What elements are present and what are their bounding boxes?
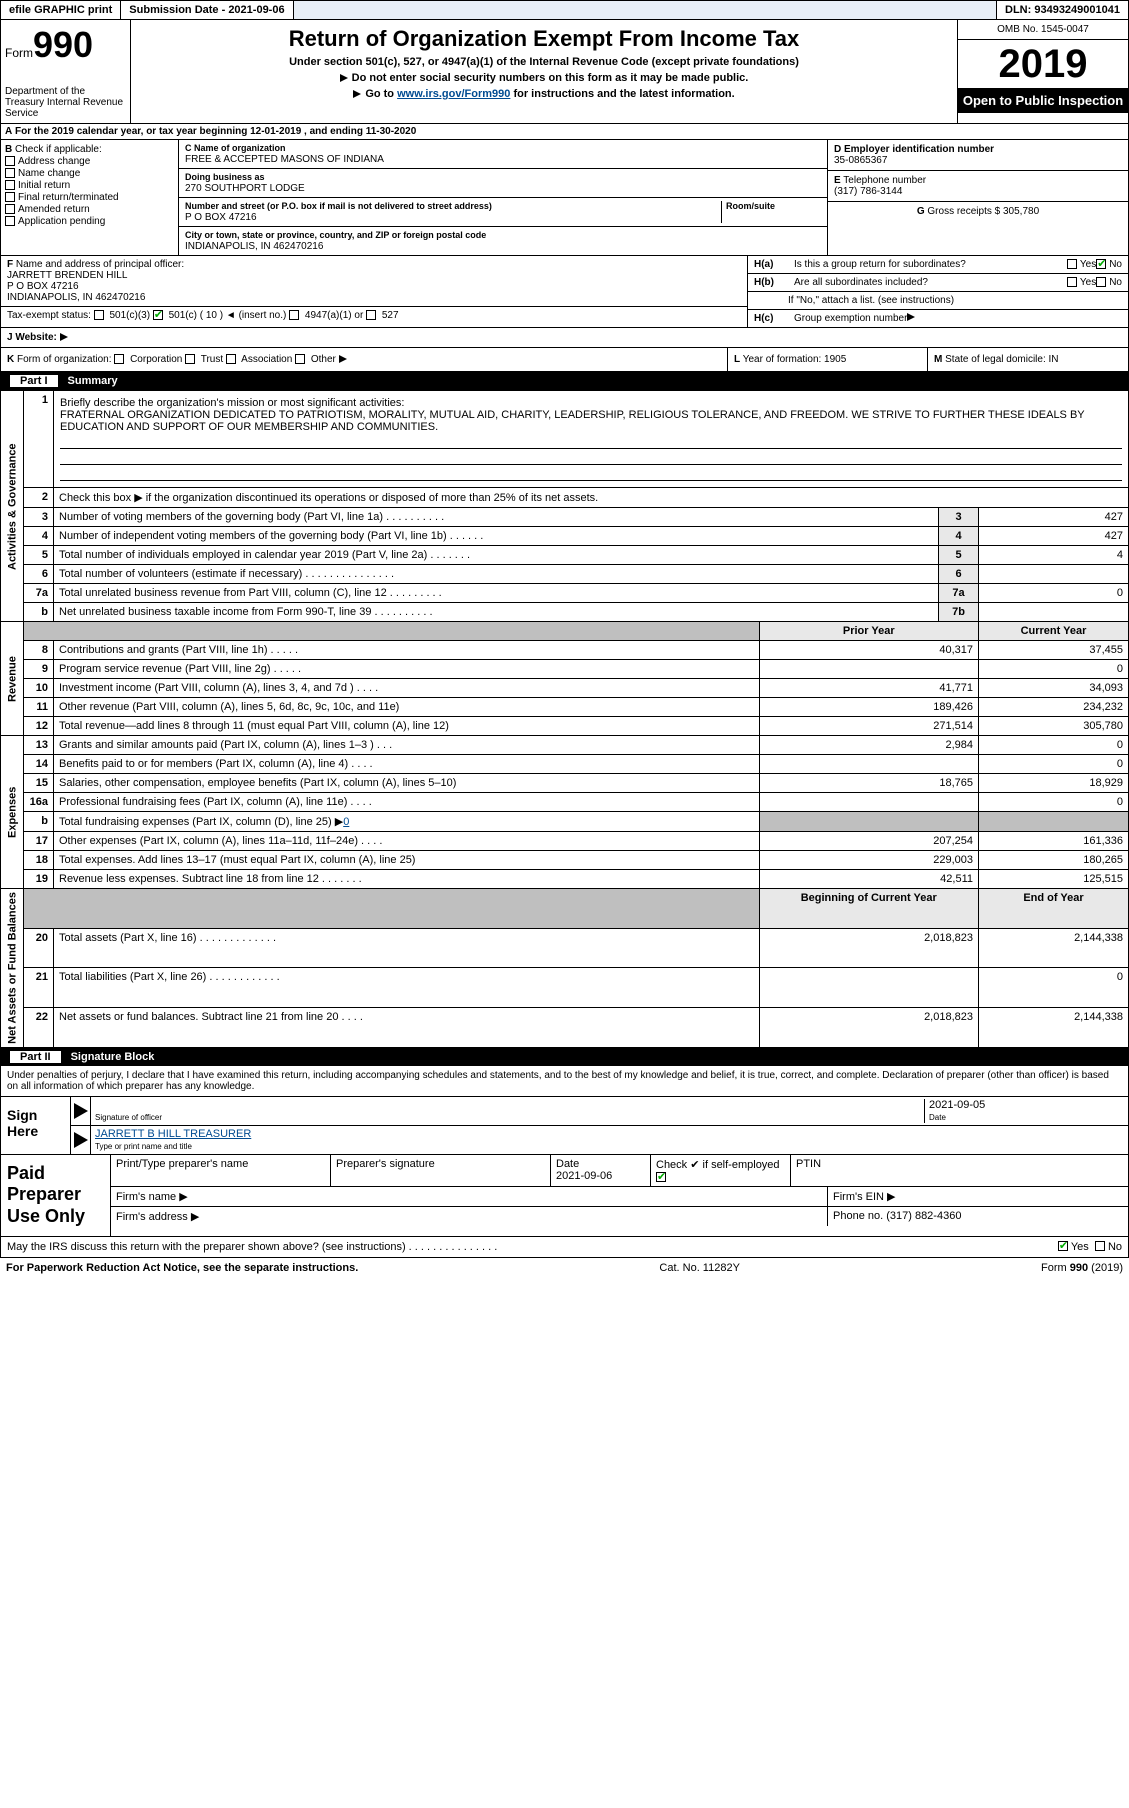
checkbox-application-pending[interactable] — [5, 216, 15, 226]
arrow-icon — [907, 313, 915, 321]
arrow-icon — [353, 90, 361, 98]
period-row: A For the 2019 calendar year, or tax yea… — [0, 124, 1129, 140]
summary-table: Activities & Governance 1 Briefly descri… — [0, 390, 1129, 1048]
arrow-icon — [340, 74, 348, 82]
year-formation: Year of formation: 1905 — [743, 354, 847, 365]
entity-block: B Check if applicable: Address change Na… — [0, 140, 1129, 256]
dln: DLN: 93493249001041 — [997, 1, 1128, 19]
state-domicile: State of legal domicile: IN — [945, 354, 1058, 365]
side-expenses: Expenses — [1, 736, 24, 889]
arrow-icon — [74, 1103, 88, 1119]
signature-block: Sign Here Signature of officer 2021-09-0… — [0, 1097, 1129, 1155]
header-left: Form 990 Department of the Treasury Inte… — [1, 20, 131, 123]
checkbox-assoc[interactable] — [226, 354, 236, 364]
checkbox-527[interactable] — [366, 310, 376, 320]
form-of-org-row: K Form of organization: Corporation Trus… — [0, 348, 1129, 372]
paid-preparer-label: Paid Preparer Use Only — [1, 1155, 111, 1236]
section-c-name: C Name of organization FREE & ACCEPTED M… — [179, 140, 828, 255]
checkbox-ha-yes[interactable] — [1067, 259, 1077, 269]
section-d-ein: D Employer identification number 35-0865… — [828, 140, 1128, 255]
checkbox-amended-return[interactable] — [5, 204, 15, 214]
instr-2-pre: Go to — [365, 88, 397, 100]
discuss-row: May the IRS discuss this return with the… — [0, 1237, 1129, 1258]
city-state-zip: INDIANAPOLIS, IN 462470216 — [185, 241, 323, 252]
preparer-block: Paid Preparer Use Only Print/Type prepar… — [0, 1155, 1129, 1237]
ein: 35-0865367 — [834, 155, 887, 166]
tax-year: 2019 — [958, 40, 1128, 89]
form-subtitle: Under section 501(c), 527, or 4947(a)(1)… — [137, 56, 951, 68]
checkbox-trust[interactable] — [185, 354, 195, 364]
checkbox-501c3[interactable] — [94, 310, 104, 320]
checkbox-discuss-no[interactable] — [1095, 1241, 1105, 1251]
declaration-text: Under penalties of perjury, I declare th… — [0, 1066, 1129, 1097]
sig-date: 2021-09-05 — [929, 1099, 985, 1111]
instr-1: Do not enter social security numbers on … — [352, 72, 749, 84]
form-header: Form 990 Department of the Treasury Inte… — [0, 20, 1129, 124]
public-inspection: Open to Public Inspection — [958, 89, 1128, 113]
checkbox-name-change[interactable] — [5, 168, 15, 178]
address: P O BOX 47216 — [185, 212, 257, 223]
omb-number: OMB No. 1545-0047 — [958, 20, 1128, 40]
header-title-block: Return of Organization Exempt From Incom… — [131, 20, 958, 123]
form-label: Form — [5, 46, 33, 60]
arrow-icon — [74, 1132, 88, 1148]
checkbox-hb-yes[interactable] — [1067, 277, 1077, 287]
checkbox-4947[interactable] — [289, 310, 299, 320]
fundraising-link[interactable]: 0 — [343, 816, 349, 828]
line3-value: 427 — [979, 508, 1129, 527]
part1-header: Part ISummary — [0, 372, 1129, 390]
efile-label[interactable]: efile GRAPHIC print — [1, 1, 121, 19]
dept-treasury: Department of the Treasury Internal Reve… — [5, 86, 126, 119]
checkbox-hb-no[interactable] — [1096, 277, 1106, 287]
checkbox-corp[interactable] — [114, 354, 124, 364]
phone: (317) 786-3144 — [834, 186, 902, 197]
footer: For Paperwork Reduction Act Notice, see … — [0, 1258, 1129, 1278]
checkbox-discuss-yes[interactable] — [1058, 1241, 1068, 1251]
checkbox-self-employed[interactable] — [656, 1172, 666, 1182]
side-net-assets: Net Assets or Fund Balances — [1, 889, 24, 1048]
section-b-checkboxes: B Check if applicable: Address change Na… — [1, 140, 179, 255]
submission-date: Submission Date - 2021-09-06 — [121, 1, 293, 19]
part2-header: Part IISignature Block — [0, 1048, 1129, 1066]
preparer-phone: Phone no. (317) 882-4360 — [828, 1207, 1128, 1226]
arrow-icon — [339, 355, 347, 363]
checkbox-ha-no[interactable] — [1096, 259, 1106, 269]
arrow-icon — [60, 333, 68, 341]
gross-receipts: Gross receipts $ 305,780 — [927, 206, 1039, 217]
officer-name: JARRETT BRENDEN HILL — [7, 270, 127, 281]
form-number: 990 — [33, 24, 93, 66]
checkbox-address-change[interactable] — [5, 156, 15, 166]
side-revenue: Revenue — [1, 622, 24, 736]
website-row: J Website: — [0, 328, 1129, 348]
mission-text: FRATERNAL ORGANIZATION DEDICATED TO PATR… — [60, 409, 1084, 433]
checkbox-initial-return[interactable] — [5, 180, 15, 190]
instr-2-post: for instructions and the latest informat… — [510, 88, 734, 100]
checkbox-other[interactable] — [295, 354, 305, 364]
officer-status-row: F Name and address of principal officer:… — [0, 256, 1129, 328]
spacer — [294, 1, 997, 19]
officer-name-link[interactable]: JARRETT B HILL TREASURER — [95, 1128, 251, 1140]
checkbox-501c[interactable] — [153, 310, 163, 320]
sign-here-label: Sign Here — [1, 1097, 71, 1154]
dba-name: 270 SOUTHPORT LODGE — [185, 183, 305, 194]
side-activities-governance: Activities & Governance — [1, 391, 24, 622]
header-right: OMB No. 1545-0047 2019 Open to Public In… — [958, 20, 1128, 123]
form-title: Return of Organization Exempt From Incom… — [137, 26, 951, 52]
org-name: FREE & ACCEPTED MASONS OF INDIANA — [185, 154, 384, 165]
topbar: efile GRAPHIC print Submission Date - 20… — [0, 0, 1129, 20]
checkbox-final-return[interactable] — [5, 192, 15, 202]
instructions-link[interactable]: www.irs.gov/Form990 — [397, 88, 510, 100]
